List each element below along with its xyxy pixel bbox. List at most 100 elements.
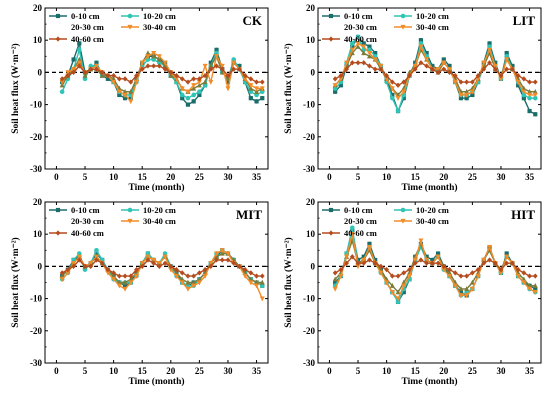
y-tick-label: 0 bbox=[311, 261, 316, 271]
panel-title: LIT bbox=[513, 13, 536, 28]
x-tick-label: 25 bbox=[195, 366, 205, 376]
data-point bbox=[174, 73, 179, 79]
y-tick-label: -30 bbox=[303, 164, 315, 174]
data-point bbox=[515, 267, 521, 273]
legend-item: 0-10 cm bbox=[49, 205, 100, 215]
data-point bbox=[231, 60, 237, 66]
legend-item: 30-40 cm bbox=[394, 216, 449, 226]
legend-label: 40-60 cm bbox=[71, 34, 104, 44]
legend-item: 10-20 cm bbox=[121, 11, 176, 21]
series-line bbox=[61, 249, 263, 299]
data-point bbox=[248, 83, 254, 88]
x-tick-label: 25 bbox=[195, 172, 205, 182]
data-point bbox=[527, 89, 533, 94]
data-point bbox=[344, 66, 349, 72]
data-point bbox=[532, 290, 538, 295]
series-40-60-cm bbox=[332, 254, 538, 279]
data-point bbox=[469, 270, 475, 276]
data-point bbox=[395, 299, 401, 305]
data-point bbox=[407, 73, 412, 79]
plot-frame bbox=[317, 7, 542, 170]
data-point bbox=[418, 44, 424, 50]
data-point bbox=[332, 76, 338, 82]
data-point bbox=[401, 79, 407, 85]
panel-ck: -30 -20 -10 0 10 20 0 5 10 15 20 25 30 35 Time (month)… bbox=[10, 3, 269, 193]
data-point bbox=[242, 273, 248, 279]
data-point bbox=[254, 283, 260, 289]
data-point bbox=[219, 63, 225, 69]
data-point bbox=[237, 66, 242, 72]
data-point bbox=[77, 47, 82, 53]
data-point bbox=[338, 73, 344, 79]
series-40-60-cm bbox=[59, 257, 265, 279]
data-point bbox=[412, 257, 418, 263]
data-point bbox=[452, 283, 458, 289]
data-point bbox=[180, 96, 185, 101]
panel-title: HIT bbox=[511, 207, 535, 222]
data-point bbox=[259, 86, 265, 92]
data-point bbox=[65, 267, 71, 273]
data-point bbox=[260, 96, 265, 101]
data-point bbox=[430, 257, 435, 263]
legend-item: 0-10 cm bbox=[49, 11, 100, 21]
data-point bbox=[208, 261, 214, 266]
x-axis-label: Time (month) bbox=[401, 182, 457, 193]
panel-title: CK bbox=[243, 13, 263, 28]
data-point bbox=[225, 257, 231, 263]
data-point bbox=[464, 286, 470, 292]
data-point bbox=[469, 89, 475, 95]
data-point bbox=[378, 63, 384, 69]
data-point bbox=[429, 260, 435, 266]
data-point bbox=[259, 279, 265, 285]
legend-swatch-marker bbox=[127, 24, 133, 30]
data-point bbox=[361, 254, 366, 259]
data-point bbox=[196, 280, 202, 286]
y-axis-label: Soil heat flux (W·m⁻²) bbox=[283, 237, 294, 327]
data-point bbox=[259, 273, 265, 279]
data-point bbox=[151, 50, 157, 56]
data-point bbox=[196, 76, 202, 82]
data-point bbox=[384, 73, 390, 79]
legend-label: 10-20 cm bbox=[143, 11, 176, 21]
legend-item: 40-60 cm bbox=[49, 228, 104, 238]
x-tick-label: 5 bbox=[83, 172, 88, 182]
data-point bbox=[521, 76, 527, 82]
x-tick-label: 0 bbox=[327, 366, 332, 376]
data-point bbox=[515, 79, 521, 85]
data-point bbox=[464, 273, 470, 279]
data-point bbox=[458, 293, 464, 299]
legend-label: 10-20 cm bbox=[416, 11, 449, 21]
data-point bbox=[208, 79, 214, 85]
data-point bbox=[418, 60, 424, 66]
series-30-40-cm bbox=[59, 248, 265, 302]
x-tick-label: 5 bbox=[356, 172, 361, 182]
data-point bbox=[259, 79, 265, 85]
data-point bbox=[208, 66, 214, 72]
data-point bbox=[116, 283, 122, 289]
data-point bbox=[225, 251, 231, 257]
data-point bbox=[367, 241, 372, 246]
data-point bbox=[88, 261, 94, 266]
y-tick-label: -10 bbox=[303, 100, 315, 110]
legend-label: 20-30 cm bbox=[344, 216, 377, 226]
x-tick-label: 10 bbox=[382, 172, 392, 182]
data-point bbox=[532, 79, 538, 85]
data-point bbox=[521, 89, 527, 95]
data-point bbox=[458, 96, 464, 101]
data-point bbox=[412, 66, 418, 72]
data-point bbox=[424, 257, 430, 263]
data-point bbox=[122, 89, 128, 94]
x-tick-label: 5 bbox=[356, 366, 361, 376]
legend-swatch-marker bbox=[55, 230, 61, 236]
data-point bbox=[395, 273, 401, 279]
data-point bbox=[504, 57, 510, 63]
data-point bbox=[59, 270, 65, 276]
data-point bbox=[355, 260, 361, 266]
data-point bbox=[373, 257, 378, 263]
legend-label: 10-20 cm bbox=[416, 205, 449, 215]
data-point bbox=[378, 270, 384, 276]
legend-label: 30-40 cm bbox=[416, 22, 449, 32]
data-point bbox=[254, 273, 259, 279]
data-point bbox=[259, 296, 265, 302]
legend-item: 10-20 cm bbox=[394, 205, 449, 215]
